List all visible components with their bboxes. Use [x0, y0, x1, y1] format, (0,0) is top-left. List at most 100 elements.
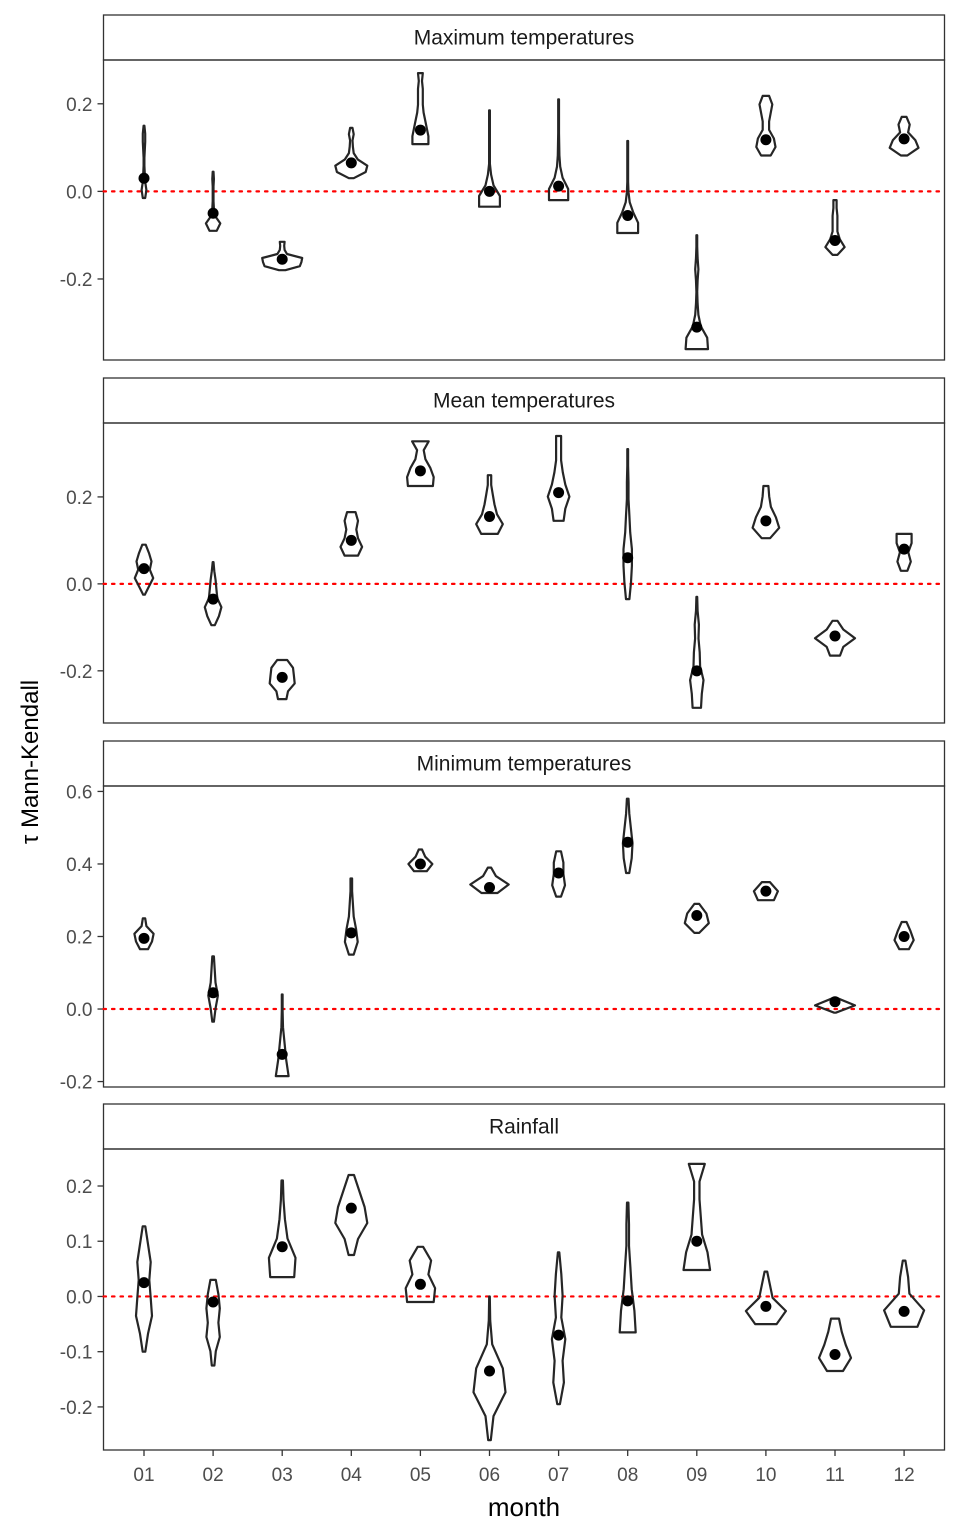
point-10 [760, 134, 772, 146]
point-09 [691, 321, 703, 333]
violin-02 [204, 170, 222, 232]
plot-area [102, 422, 946, 724]
violin-01 [140, 124, 148, 200]
y-tick-label: 0.1 [66, 1232, 92, 1253]
point-08 [622, 552, 634, 564]
violin-10 [755, 94, 777, 157]
point-09 [691, 909, 703, 921]
violin-10 [751, 484, 781, 540]
point-06 [484, 1365, 495, 1377]
point-03 [276, 1048, 288, 1060]
violin-04 [339, 511, 364, 557]
violin-03 [274, 993, 290, 1078]
y-tick-label: -0.2 [60, 1073, 93, 1094]
x-tick-label: 12 [894, 1465, 915, 1486]
y-tick-label: 0.2 [66, 488, 92, 509]
x-tick-label: 10 [755, 1465, 776, 1486]
point-07 [553, 180, 565, 192]
panel-strip [102, 14, 946, 61]
panel-2: Mean temperatures -0.2 0.0 0.2 [60, 377, 946, 724]
point-12 [898, 1305, 910, 1317]
point-12 [898, 543, 910, 555]
panel-3: Minimum temperatures -0.2 0.0 0.2 0.4 0.6 [60, 740, 946, 1094]
point-05 [414, 124, 426, 136]
violin-02 [203, 561, 223, 627]
y-tick-label: 0.2 [66, 95, 92, 116]
y-tick-label: 0.6 [66, 782, 92, 803]
violin-01 [134, 1225, 154, 1353]
x-tick-label: 07 [548, 1465, 569, 1486]
panel-title: Maximum temperatures [414, 27, 635, 50]
violin-10 [752, 881, 779, 902]
x-axis-title: month [488, 1492, 560, 1522]
y-tick-label: -0.2 [60, 1398, 93, 1419]
point-04 [345, 1202, 357, 1214]
violin-05 [407, 848, 434, 873]
violin-07 [547, 98, 570, 202]
point-05 [414, 465, 426, 477]
point-01 [138, 172, 150, 184]
x-tick-label: 01 [133, 1465, 154, 1486]
point-08 [622, 209, 634, 221]
x-tick-label: 09 [686, 1465, 707, 1486]
violin-05 [404, 1245, 437, 1304]
point-06 [484, 185, 495, 197]
y-tick-label: 0.0 [66, 575, 92, 596]
violin-12 [893, 920, 915, 951]
x-axis: 01 02 03 04 05 06 07 08 09 10 11 12 [133, 1450, 915, 1486]
violin-11 [824, 199, 846, 256]
x-tick-label: 11 [825, 1465, 845, 1486]
point-01 [138, 1277, 150, 1289]
y-tick-label: -0.2 [60, 270, 93, 291]
x-tick-label: 06 [479, 1465, 500, 1486]
violin-04 [334, 1173, 369, 1257]
point-06 [484, 510, 495, 522]
x-tick-label: 08 [617, 1465, 638, 1486]
violin-02 [207, 955, 219, 1023]
point-02 [207, 987, 219, 999]
y-tick-label: 0.0 [66, 182, 92, 203]
point-06 [484, 882, 495, 894]
point-10 [760, 515, 772, 527]
point-11 [829, 1348, 841, 1360]
y-tick-label: 0.2 [66, 1177, 92, 1198]
point-01 [138, 563, 150, 575]
panel-4: Rainfall -0.2 -0.1 0.0 0.1 0.2 [60, 1103, 946, 1451]
x-tick-label: 05 [410, 1465, 431, 1486]
violin-05 [406, 440, 435, 488]
violin-08 [618, 1201, 637, 1334]
panel-1: Maximum temperatures -0.2 0.0 0.2 [60, 14, 946, 361]
violin-09 [682, 1162, 712, 1272]
violin-06 [478, 109, 501, 208]
x-tick-label: 02 [203, 1465, 224, 1486]
point-03 [276, 253, 288, 265]
violin-07 [551, 850, 567, 898]
point-12 [898, 133, 910, 145]
point-04 [345, 157, 357, 169]
violin-07 [550, 1251, 567, 1406]
violin-08 [622, 448, 633, 601]
violin-06 [472, 1295, 507, 1442]
y-tick-label: -0.2 [60, 662, 93, 683]
violin-03 [267, 1179, 297, 1279]
violin-05 [411, 72, 430, 146]
point-03 [276, 1241, 288, 1253]
point-02 [207, 207, 219, 219]
violin-09 [689, 595, 705, 709]
x-tick-label: 03 [272, 1465, 293, 1486]
y-tick-label: 0.0 [66, 1000, 92, 1021]
y-axis-title: τ Mann-Kendall [17, 680, 44, 844]
plot-area [102, 59, 946, 361]
point-10 [760, 1300, 772, 1312]
violin-04 [343, 877, 359, 956]
point-07 [553, 1329, 565, 1341]
panel-title: Minimum temperatures [417, 753, 632, 776]
violin-01 [133, 917, 155, 951]
point-09 [691, 665, 703, 677]
plot-area [102, 785, 946, 1088]
violin-06 [475, 474, 504, 535]
point-03 [276, 671, 288, 683]
violin-03 [261, 240, 304, 272]
violin-01 [133, 543, 155, 596]
